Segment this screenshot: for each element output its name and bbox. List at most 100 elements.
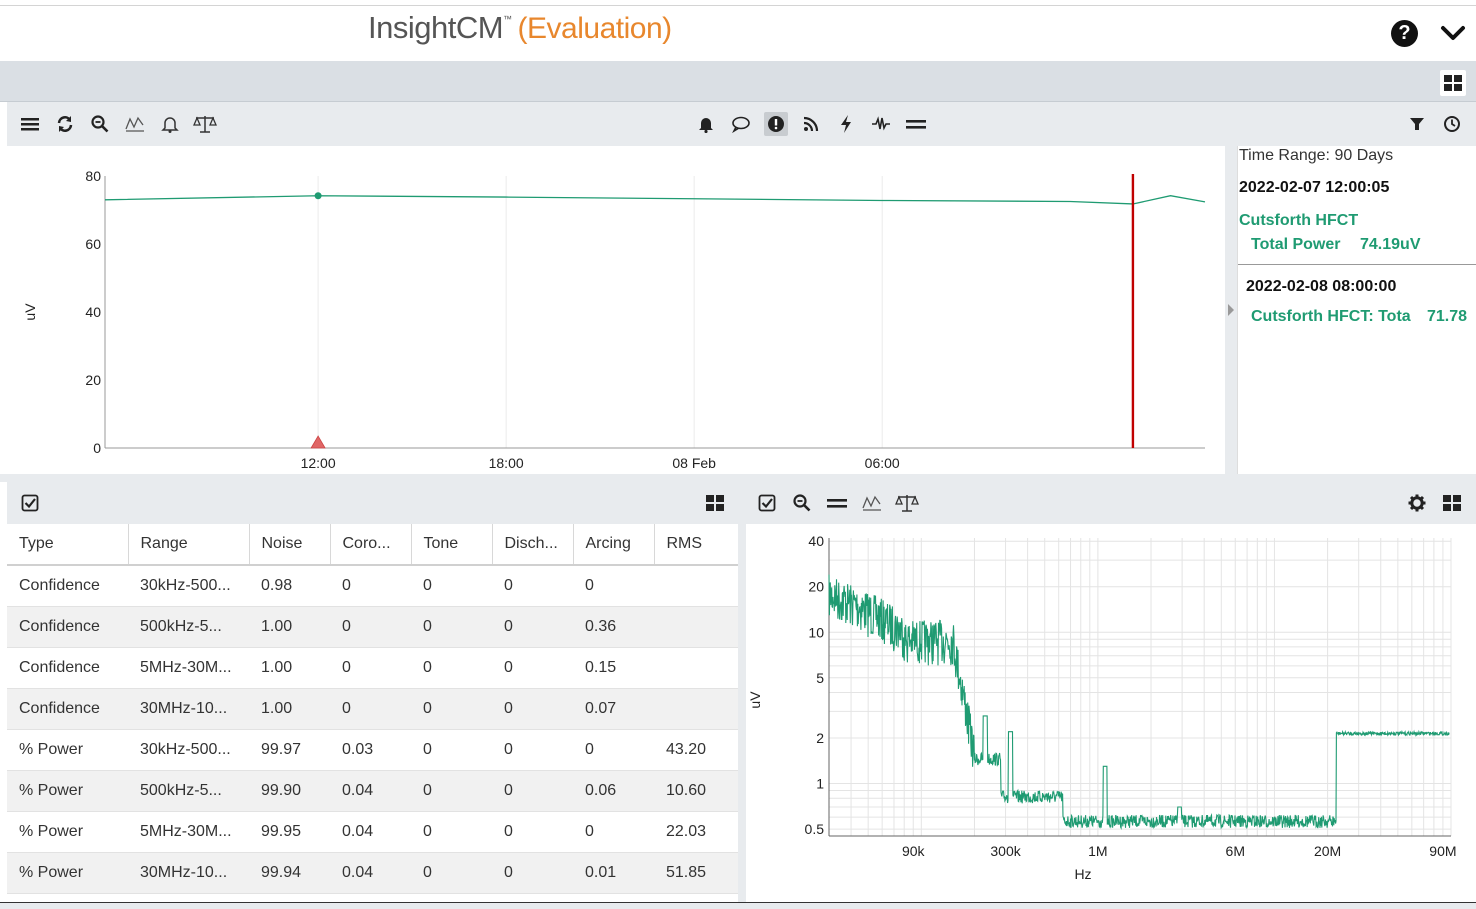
table-row[interactable]: Confidence 30MHz-10... 1.00 0 0 0 0.07 <box>7 688 738 730</box>
table-cell: 0 <box>492 688 573 730</box>
column-header[interactable]: Disch... <box>491 524 573 566</box>
table-cell: 0 <box>411 852 492 894</box>
equals-icon[interactable] <box>904 112 928 136</box>
column-header[interactable]: Tone <box>410 524 492 566</box>
app-header <box>0 6 1476 61</box>
alarm-event-marker <box>310 435 326 449</box>
table-cell: 5MHz-30M... <box>128 811 249 853</box>
y-tick-label: 60 <box>85 236 101 252</box>
checkbox-icon[interactable] <box>755 491 779 515</box>
help-icon[interactable]: ? <box>1391 20 1418 47</box>
x-tick-label: 300k <box>990 843 1021 859</box>
table-row[interactable]: Confidence 5MHz-30M... 1.00 0 0 0 0.15 <box>7 647 738 689</box>
column-header[interactable]: Type <box>7 524 128 566</box>
table-cell: % Power <box>7 770 128 812</box>
table-cell <box>654 565 738 607</box>
table-row[interactable]: Confidence 500kHz-5... 1.00 0 0 0 0.36 <box>7 606 738 648</box>
layout-bar <box>0 61 1476 102</box>
table-row[interactable]: % Power 30kHz-500... 99.97 0.03 0 0 0 43.20 <box>7 729 738 771</box>
table-cell: 0 <box>411 729 492 771</box>
waveform-icon[interactable] <box>869 112 893 136</box>
trend-chart[interactable]: 12:00 18:00 08 Feb 06:00 0 20 40 60 80 uV <box>7 146 1225 474</box>
x-tick-label: 08 Feb <box>672 455 716 471</box>
table-cell: 0.03 <box>330 729 411 771</box>
trend-chart-panel: 12:00 18:00 08 Feb 06:00 0 20 40 60 80 uV <box>7 146 1225 474</box>
table-cell: 0.04 <box>330 770 411 812</box>
table-cell <box>654 688 738 730</box>
gear-icon[interactable] <box>1405 491 1429 515</box>
table-cell: 51.85 <box>654 852 738 894</box>
table-cell: 0.01 <box>573 852 654 894</box>
table-cell: 0 <box>330 688 411 730</box>
table-cell: 0 <box>492 729 573 771</box>
y-axis-label: uV <box>22 303 38 321</box>
balance-icon[interactable] <box>895 491 919 515</box>
vertical-splitter[interactable] <box>738 482 746 902</box>
filter-icon[interactable] <box>1405 112 1429 136</box>
spectrum-chart[interactable]: 90k 300k 1M 6M 20M 90M 0.5 1 2 5 10 20 40 Hz uV <box>746 524 1476 902</box>
clock-icon[interactable] <box>1440 112 1464 136</box>
table-row[interactable]: % Power 5MHz-30M... 99.95 0.04 0 0 0 22.03 <box>7 811 738 853</box>
table-row[interactable]: % Power 500kHz-5... 99.90 0.04 0 0 0.06 10.60 <box>7 770 738 812</box>
layout-grid-icon[interactable] <box>1440 70 1466 101</box>
alert-icon[interactable] <box>764 112 788 136</box>
comment-icon[interactable] <box>729 112 753 136</box>
grid-icon[interactable] <box>703 491 727 515</box>
table-cell: 30kHz-500... <box>128 565 249 607</box>
panel-gap <box>0 474 1476 482</box>
column-header[interactable]: Coro... <box>329 524 411 566</box>
cursor1-label: Total Power <box>1251 236 1341 253</box>
chart-icon[interactable] <box>860 491 884 515</box>
chevron-down-icon[interactable] <box>1440 24 1466 47</box>
chart-icon[interactable] <box>123 112 147 136</box>
table-cell: 0.06 <box>573 770 654 812</box>
table-cell: 500kHz-5... <box>128 770 249 812</box>
column-header[interactable]: Arcing <box>572 524 654 566</box>
rss-icon[interactable] <box>799 112 823 136</box>
cursor2-time: 2022-02-08 08:00:00 <box>1246 278 1397 295</box>
y-tick-label: 20 <box>808 579 824 595</box>
y-tick-label: 40 <box>808 533 824 549</box>
table-cell: 5MHz-30M... <box>128 647 249 689</box>
bell-icon[interactable] <box>694 112 718 136</box>
table-cell: 0 <box>573 565 654 607</box>
y-tick-label: 40 <box>85 304 101 320</box>
table-row[interactable]: % Power 30MHz-10... 99.94 0.04 0 0 0.01 51.85 <box>7 852 738 894</box>
zoom-icon[interactable] <box>88 112 112 136</box>
bell-outline-icon[interactable] <box>158 112 182 136</box>
table-cell: 0 <box>411 811 492 853</box>
app-title: InsightCM™ (Evaluation) <box>368 10 672 46</box>
spectrum-toolbar <box>746 482 1476 524</box>
table-cell: 0 <box>411 606 492 648</box>
checkbox-icon[interactable] <box>18 491 42 515</box>
refresh-icon[interactable] <box>53 112 77 136</box>
table-cell: 1.00 <box>249 688 330 730</box>
table-cell: 30MHz-10... <box>128 852 249 894</box>
table-cell: 0 <box>330 606 411 648</box>
equals-icon[interactable] <box>825 491 849 515</box>
column-header[interactable]: RMS <box>653 524 738 566</box>
table-cell: 0 <box>411 688 492 730</box>
balance-icon[interactable] <box>193 112 217 136</box>
table-cell: 0.04 <box>330 811 411 853</box>
side-panel-splitter[interactable] <box>1225 146 1237 474</box>
table-row[interactable]: Confidence 30kHz-500... 0.98 0 0 0 0 <box>7 565 738 607</box>
table-cell: % Power <box>7 729 128 771</box>
table-cell: 0 <box>573 729 654 771</box>
column-header[interactable]: Range <box>127 524 249 566</box>
cursor1-source: Cutsforth HFCT <box>1239 212 1359 229</box>
grid-icon[interactable] <box>1440 491 1464 515</box>
column-header[interactable]: Noise <box>248 524 330 566</box>
table-cell: 1.00 <box>249 647 330 689</box>
table-cell: 0 <box>492 852 573 894</box>
x-tick-label: 12:00 <box>301 455 336 471</box>
menu-icon[interactable] <box>18 112 42 136</box>
bolt-icon[interactable] <box>834 112 858 136</box>
zoom-icon[interactable] <box>790 491 814 515</box>
brand-name: InsightCM <box>368 10 504 45</box>
x-axis-label: Hz <box>1074 866 1091 882</box>
table-cell: 0 <box>330 647 411 689</box>
x-tick-label: 20M <box>1314 843 1341 859</box>
x-tick-label: 90k <box>902 843 926 859</box>
time-range-label: Time Range: 90 Days <box>1239 147 1394 164</box>
